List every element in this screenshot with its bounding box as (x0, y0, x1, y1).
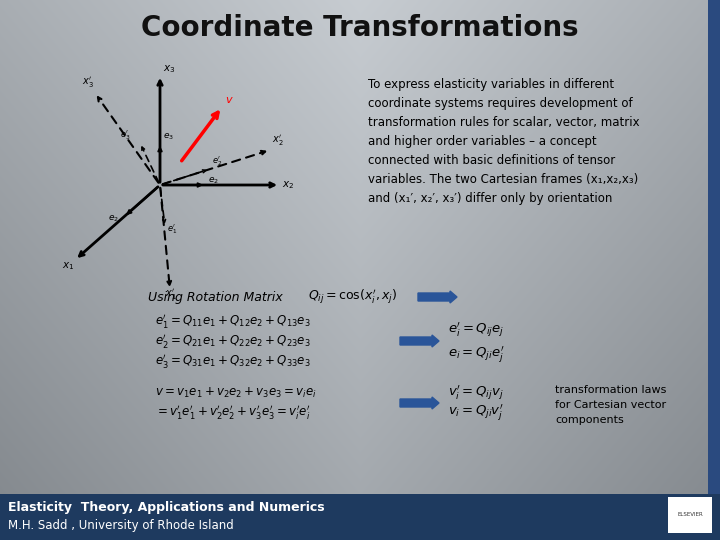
Text: To express elasticity variables in different: To express elasticity variables in diffe… (368, 78, 614, 91)
Text: $v_i = Q_{ji}v^{\prime}_j$: $v_i = Q_{ji}v^{\prime}_j$ (448, 403, 504, 423)
Text: connected with basic definitions of tensor: connected with basic definitions of tens… (368, 154, 616, 167)
Text: $x_2$: $x_2$ (282, 179, 294, 191)
Text: Using Rotation Matrix: Using Rotation Matrix (148, 291, 283, 303)
Text: $Q_{ij} = \cos(x^{\prime}_i, x_j)$: $Q_{ij} = \cos(x^{\prime}_i, x_j)$ (308, 288, 397, 306)
Text: Elasticity  Theory, Applications and Numerics: Elasticity Theory, Applications and Nume… (8, 501, 325, 514)
FancyArrow shape (400, 397, 439, 409)
Text: $x^{\prime}_1$: $x^{\prime}_1$ (165, 287, 176, 302)
Text: $e_2$: $e_2$ (108, 213, 119, 224)
Text: $x_3$: $x_3$ (163, 63, 176, 75)
Text: $e_2$: $e_2$ (208, 175, 219, 186)
Text: $= v^{\prime}_1e^{\prime}_1 + v^{\prime}_2e^{\prime}_2 + v^{\prime}_3e^{\prime}_: $= v^{\prime}_1e^{\prime}_1 + v^{\prime}… (155, 404, 311, 422)
Text: transformation rules for scalar, vector, matrix: transformation rules for scalar, vector,… (368, 116, 639, 129)
Text: $e^{\prime}_1$: $e^{\prime}_1$ (167, 222, 177, 235)
Text: ELSEVIER: ELSEVIER (677, 512, 703, 517)
Text: Coordinate Transformations: Coordinate Transformations (141, 14, 579, 42)
Text: $v = v_1e_1 + v_2e_2 + v_3e_3 = v_ie_i$: $v = v_1e_1 + v_2e_2 + v_3e_3 = v_ie_i$ (155, 386, 317, 400)
Text: $e^{\prime}_3$: $e^{\prime}_3$ (120, 128, 130, 141)
Text: $x^{\prime}_2$: $x^{\prime}_2$ (272, 133, 284, 148)
Text: $e^{\prime}_1 = Q_{11}e_1 + Q_{12}e_2 + Q_{13}e_3$: $e^{\prime}_1 = Q_{11}e_1 + Q_{12}e_2 + … (155, 312, 310, 330)
Text: M.H. Sadd , University of Rhode Island: M.H. Sadd , University of Rhode Island (8, 518, 234, 531)
Text: and (x₁′, x₂′, x₃′) differ only by orientation: and (x₁′, x₂′, x₃′) differ only by orien… (368, 192, 613, 205)
Bar (708, 0, 720, 494)
Text: $e^{\prime}_2 = Q_{21}e_1 + Q_{22}e_2 + Q_{23}e_3$: $e^{\prime}_2 = Q_{21}e_1 + Q_{22}e_2 + … (155, 332, 310, 350)
Text: $x^{\prime}_3$: $x^{\prime}_3$ (82, 75, 94, 90)
Text: coordinate systems requires development of: coordinate systems requires development … (368, 97, 633, 110)
FancyArrow shape (400, 335, 439, 347)
Text: $e^{\prime}_3 = Q_{31}e_1 + Q_{32}e_2 + Q_{33}e_3$: $e^{\prime}_3 = Q_{31}e_1 + Q_{32}e_2 + … (155, 352, 310, 370)
Bar (668, 497, 712, 533)
Text: $v$: $v$ (225, 95, 234, 105)
Text: $e^{\prime}_2$: $e^{\prime}_2$ (212, 154, 222, 167)
Text: and higher order variables – a concept: and higher order variables – a concept (368, 135, 597, 148)
Text: $v^{\prime}_i = Q_{ij}v_j$: $v^{\prime}_i = Q_{ij}v_j$ (448, 383, 504, 402)
Text: transformation laws
for Cartesian vector
components: transformation laws for Cartesian vector… (555, 385, 667, 424)
Text: $e_3$: $e_3$ (163, 132, 174, 143)
Text: $x_1$: $x_1$ (62, 260, 74, 272)
Text: $e^{\prime}_i = Q_{ij}e_j$: $e^{\prime}_i = Q_{ij}e_j$ (448, 321, 505, 339)
Text: $e_i = Q_{ji}e^{\prime}_j$: $e_i = Q_{ji}e^{\prime}_j$ (448, 345, 505, 365)
FancyArrow shape (418, 291, 457, 303)
Text: variables. The two Cartesian frames (x₁,x₂,x₃): variables. The two Cartesian frames (x₁,… (368, 173, 638, 186)
Bar (0, 494, 720, 540)
